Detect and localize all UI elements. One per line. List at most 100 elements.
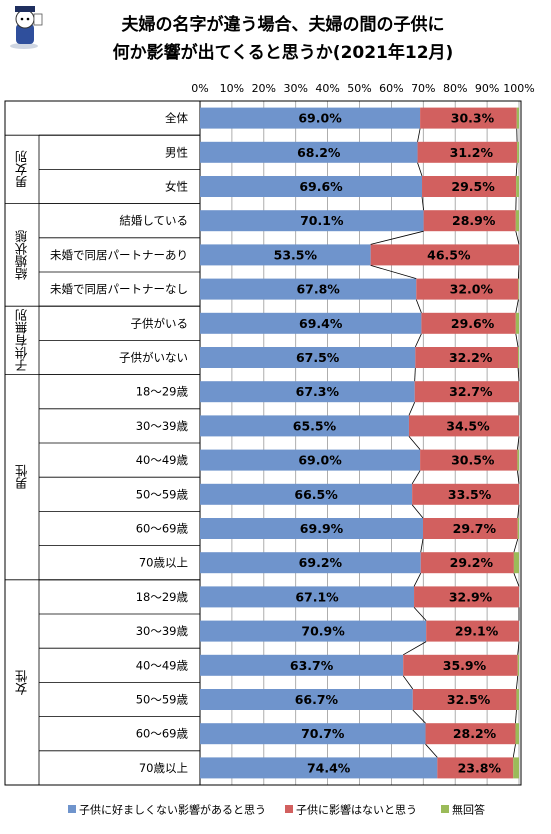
group-label: 男性 [15, 464, 30, 490]
bar-segment [200, 347, 416, 368]
bar-segment [200, 483, 413, 505]
mascot-shadow [10, 43, 38, 49]
bar-segment [200, 620, 427, 642]
bar-segment [518, 347, 519, 368]
series-connector [421, 196, 425, 211]
bar-segment [408, 415, 519, 437]
bar-segment [200, 381, 415, 403]
data-label: 35.9% [443, 658, 487, 673]
series-connector [425, 743, 438, 758]
bar-segment [200, 449, 421, 471]
x-tick-label: 10% [220, 82, 244, 95]
data-label: 67.5% [296, 350, 340, 365]
category-label: 40～49歳 [136, 453, 189, 467]
bar-segment [515, 723, 519, 745]
data-label: 67.3% [296, 384, 340, 399]
series-connector [516, 675, 519, 690]
bar-segment [200, 210, 424, 232]
bar-segment [422, 518, 518, 539]
legend-label: 無回答 [452, 803, 485, 817]
category-label: 18～29歳 [136, 590, 189, 604]
bar-segment [200, 415, 409, 437]
data-label: 30.5% [451, 453, 495, 468]
series-connector [512, 744, 516, 758]
series-connector [402, 675, 414, 690]
data-label: 53.5% [274, 247, 318, 262]
category-label: 女性 [165, 180, 188, 194]
category-label: 70歳以上 [139, 556, 188, 570]
data-label: 32.0% [450, 282, 494, 297]
data-label: 32.9% [449, 589, 493, 604]
bar-segment [420, 552, 514, 574]
series-connector [517, 504, 520, 519]
series-connector [515, 333, 519, 348]
bar-segment [416, 278, 519, 300]
bar-segment [513, 552, 519, 574]
bar-segment [421, 312, 516, 334]
category-label: 50～59歳 [136, 693, 189, 707]
series-connector [517, 367, 520, 382]
mascot-paper [33, 13, 43, 26]
data-label: 29.5% [451, 179, 495, 194]
bar-segment [420, 107, 517, 129]
group-label: 女性 [15, 669, 30, 696]
data-label: 65.5% [293, 418, 337, 433]
bar-segment [517, 449, 519, 471]
category-label: 30～39歳 [136, 419, 189, 433]
bar-segment [420, 449, 518, 471]
bar-segment [415, 347, 519, 368]
x-tick-label: 30% [283, 82, 307, 95]
mascot-illustration [10, 6, 43, 49]
data-label: 69.0% [298, 111, 342, 126]
category-label: 結婚している [119, 214, 188, 228]
series-connector [517, 436, 520, 450]
data-label: 69.2% [299, 555, 343, 570]
category-label: 未婚で同居パートナーあり [50, 248, 188, 262]
data-label: 32.7% [449, 384, 493, 399]
data-label: 30.3% [451, 111, 495, 126]
bar-segment [370, 244, 519, 266]
data-label: 69.4% [299, 316, 343, 331]
data-label: 32.5% [447, 692, 491, 707]
bar-segment [517, 654, 519, 676]
series-connectors [370, 128, 520, 758]
series-connector [413, 607, 427, 621]
data-label: 66.5% [294, 487, 338, 502]
mascot-head [15, 9, 35, 29]
category-label: 子供がいる [131, 316, 189, 330]
data-label: 29.2% [450, 555, 494, 570]
category-label: 60～69歳 [136, 727, 189, 741]
data-label: 68.2% [297, 145, 341, 160]
x-tick-label: 0% [191, 82, 208, 95]
data-label: 69.6% [299, 179, 343, 194]
category-label: 子供がいない [119, 351, 188, 365]
series-connector [417, 128, 421, 142]
bar-segment [426, 620, 519, 642]
data-label: 32.2% [449, 350, 493, 365]
bar-segment [403, 654, 518, 676]
series-connector [515, 709, 517, 724]
bar-segment [200, 518, 423, 539]
category-label: 18～29歳 [136, 385, 189, 399]
category-label: 全体 [165, 111, 188, 125]
bar-segment [200, 654, 404, 676]
gridlines [199, 101, 520, 785]
series-connector [408, 402, 416, 416]
x-tick-label: 20% [252, 82, 276, 95]
bar-segment [200, 586, 415, 608]
series-connector [370, 265, 417, 279]
x-tick-label: 100% [503, 82, 534, 95]
legend-label: 子供に影響はないと思う [296, 803, 417, 817]
x-tick-label: 80% [443, 82, 467, 95]
series-connector [415, 299, 422, 313]
bar-segment [414, 381, 519, 403]
legend-swatch [68, 805, 76, 813]
bar-segment [412, 483, 519, 505]
bar-segment [515, 312, 519, 334]
category-label: 60～69歳 [136, 522, 189, 536]
bar-segment [417, 141, 518, 163]
series-connector [517, 470, 520, 484]
series-connector [517, 641, 520, 655]
group-label: 男女別 [15, 150, 30, 188]
